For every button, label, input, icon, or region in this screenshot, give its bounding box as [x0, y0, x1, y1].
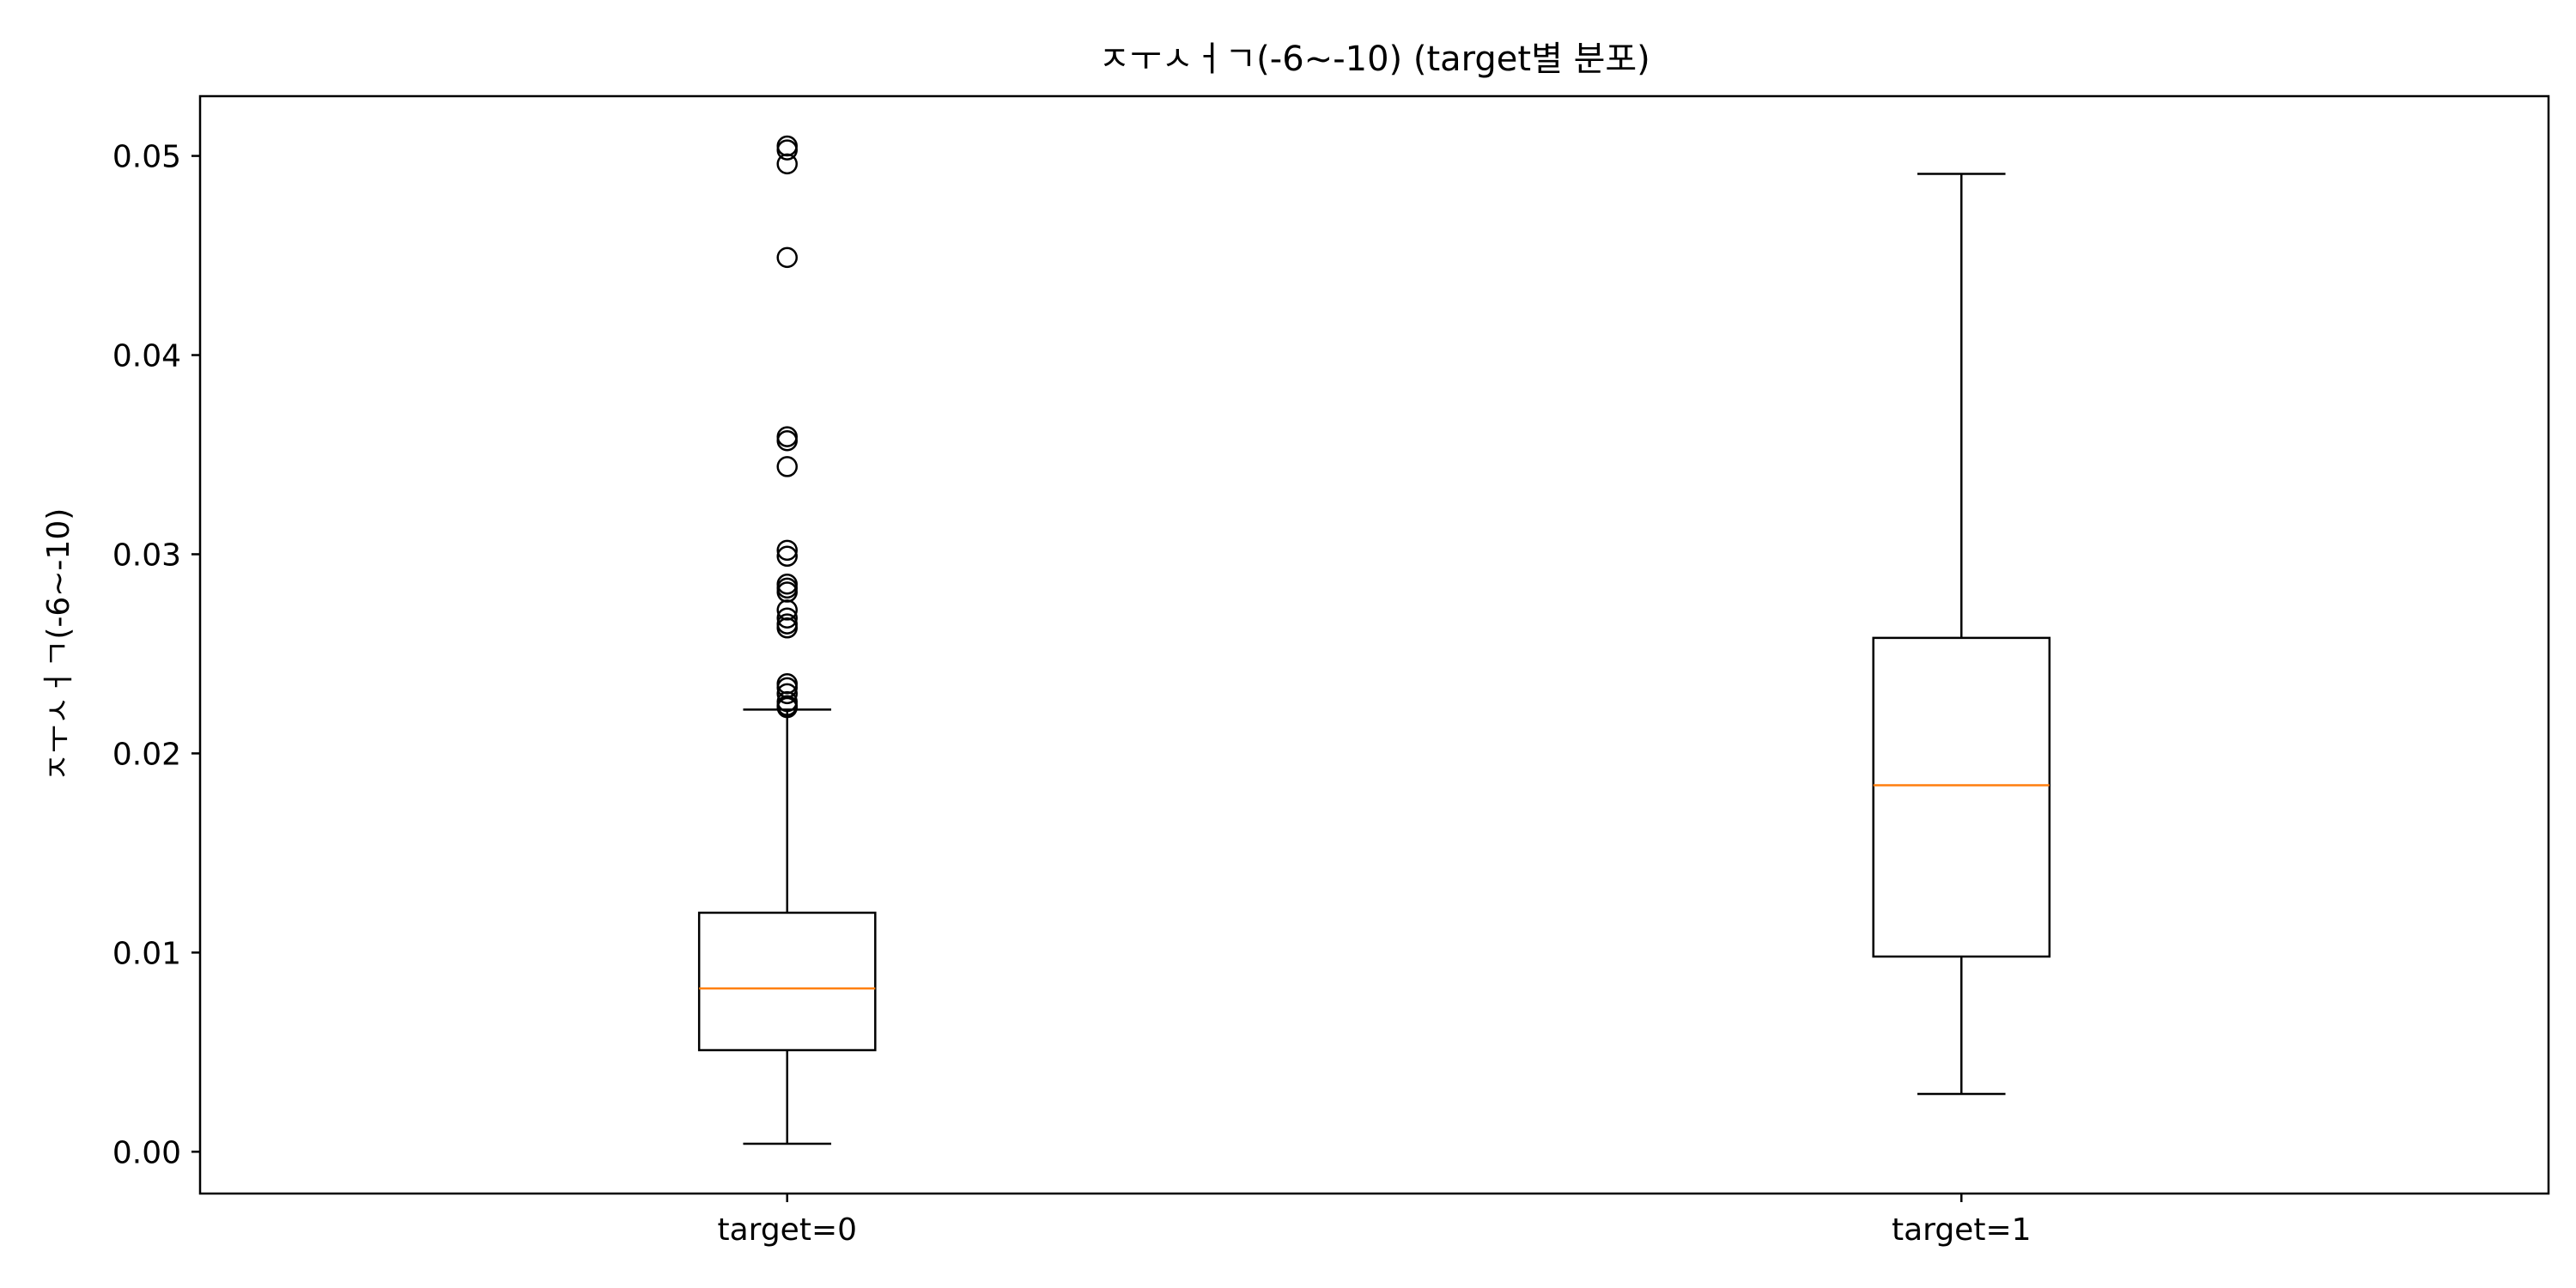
y-tick-label: 0.04	[112, 339, 181, 374]
box-target=0	[697, 911, 877, 1052]
y-tick-label: 0.01	[112, 936, 181, 971]
chart-title: ㅈㅜㅅㅓㄱ(-6~-10) (target별 분포)	[1098, 39, 1650, 79]
outlier-point	[776, 456, 798, 477]
y-tick-label: 0.02	[112, 737, 181, 772]
outlier-point	[776, 426, 798, 447]
y-tick-label: 0.00	[112, 1135, 181, 1170]
plot-area: 0.00 0.01 0.02 0.03 0.04 0.05 target=0 target=1	[112, 135, 2051, 1248]
outlier-point	[776, 539, 798, 562]
outlier-point	[776, 135, 798, 157]
y-tick-label: 0.05	[112, 140, 181, 175]
outlier-point	[776, 246, 798, 269]
y-tick-label: 0.03	[112, 538, 181, 573]
box-target=1	[1872, 636, 2051, 958]
outlier-point	[776, 139, 798, 161]
outlier-point	[776, 153, 798, 175]
outlier-point	[776, 577, 798, 599]
outlier-point	[776, 617, 798, 639]
y-axis-label: ㅈㅜㅅㅓㄱ(-6~-10)	[41, 508, 76, 782]
outlier-point	[776, 545, 798, 568]
outlier-point	[776, 607, 798, 629]
outlier-point	[776, 683, 798, 705]
plot-frame	[198, 94, 2550, 1195]
x-tick-label: target=1	[1892, 1212, 2032, 1248]
x-tick-label: target=0	[717, 1212, 857, 1248]
outlier-point	[776, 696, 798, 719]
outlier-point	[776, 430, 798, 452]
